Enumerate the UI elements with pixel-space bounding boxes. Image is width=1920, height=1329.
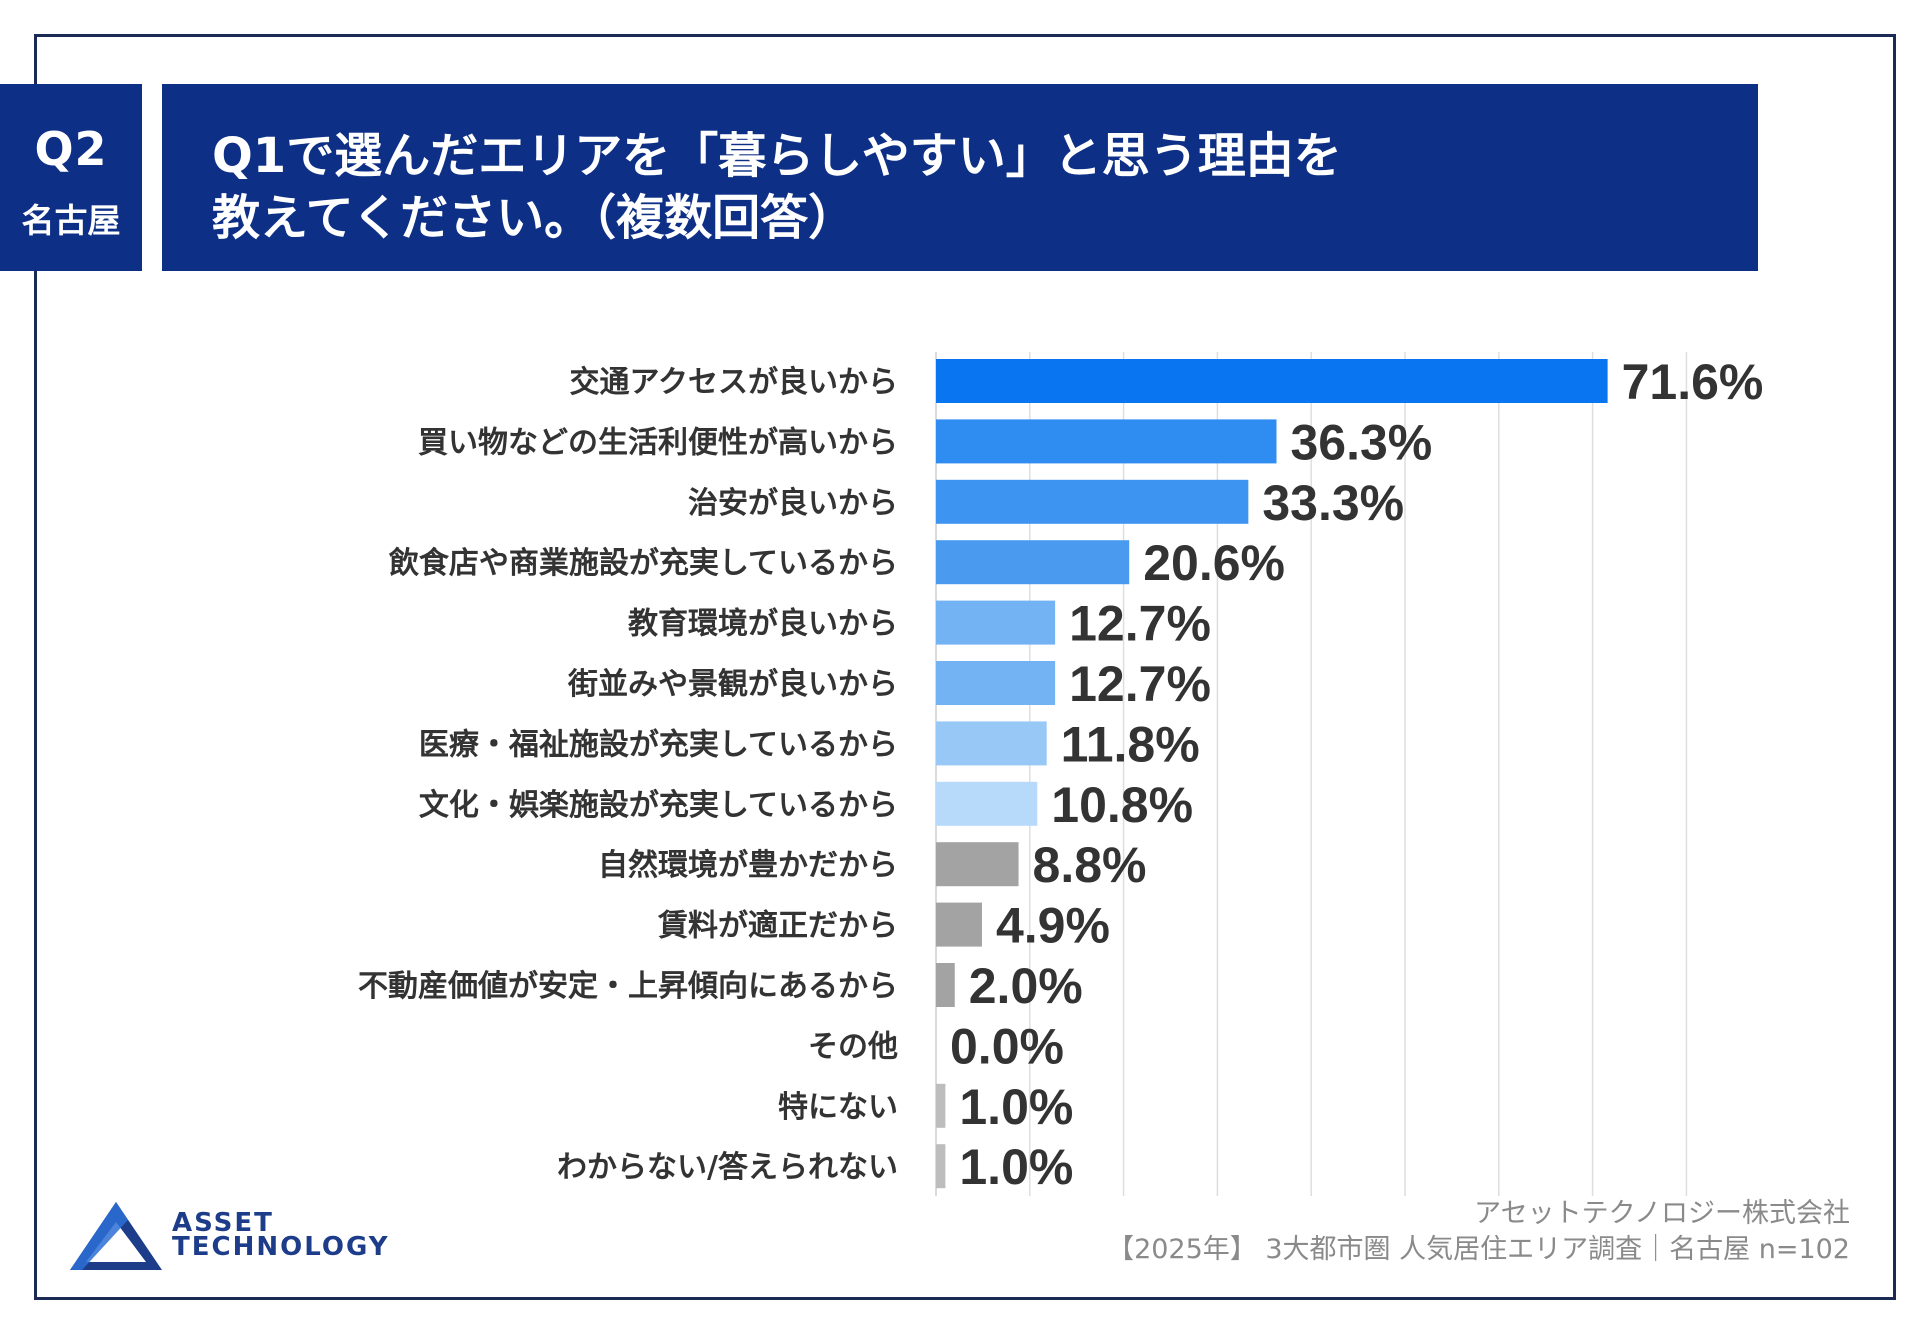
category-label: 買い物などの生活利便性が高いから [418,425,898,460]
value-label: 2.0% [969,958,1083,1014]
triangle-logo-icon [70,1202,162,1270]
bar [936,540,1130,585]
value-label: 12.7% [1069,656,1211,712]
value-label: 0.0% [950,1018,1064,1074]
question-badge: Q2 名古屋 [0,84,142,271]
bar [936,419,1277,464]
logo-text-line-2: TECHNOLOGY [172,1232,390,1262]
category-label: 文化・娯楽施設が充実しているから [419,788,898,823]
category-label: 街並みや景観が良いから [567,667,898,702]
bar [936,600,1056,645]
category-label: 特にない [778,1090,898,1125]
value-label: 71.6% [1622,354,1764,410]
value-label: 1.0% [959,1139,1073,1195]
bar [936,721,1047,766]
value-label: 1.0% [959,1079,1073,1135]
question-number: Q2 [34,122,108,176]
bar [936,661,1056,705]
category-label: 自然環境が豊かだから [598,848,898,883]
category-label: わからない/答えられない [557,1150,898,1185]
value-labels: 71.6%36.3%33.3%20.6%12.7%12.7%11.8%10.8%… [950,354,1763,1195]
value-label: 8.8% [1033,837,1147,893]
value-label: 10.8% [1051,777,1193,833]
question-area: 名古屋 [21,201,121,240]
category-label: 不動産価値が安定・上昇傾向にあるから [358,969,898,1004]
category-label: その他 [808,1029,898,1064]
bar [936,781,1038,826]
category-label: 医療・福祉施設が充実しているから [419,727,898,762]
title-bar: Q1で選んだエリアを「暮らしやすい」と思う理由を 教えてください。（複数回答） [162,84,1758,271]
title-line-2: 教えてください。（複数回答） [212,190,857,246]
category-label: 交通アクセスが良いから [570,365,899,400]
value-label: 11.8% [1061,716,1200,772]
title-line-1: Q1で選んだエリアを「暮らしやすい」と思う理由を [212,128,1342,184]
bar [936,902,982,947]
category-labels: 交通アクセスが良いから買い物などの生活利便性が高いから治安が良いから飲食店や商業… [358,365,898,1185]
bar [936,1144,946,1189]
bar [936,1083,946,1128]
credit-company: アセットテクノロジー株式会社 [1474,1198,1850,1229]
value-label: 36.3% [1290,414,1432,470]
source-credit: アセットテクノロジー株式会社 【2025年】 3大都市圏 人気居住エリア調査｜名… [1107,1196,1850,1268]
value-label: 20.6% [1143,535,1285,591]
bars [936,359,1608,1189]
value-label: 33.3% [1262,475,1404,531]
bar [936,963,955,1007]
value-label: 12.7% [1069,596,1211,652]
bar [936,842,1019,887]
category-label: 治安が良いから [688,486,898,521]
company-logo: ASSET TECHNOLOGY [68,1198,448,1274]
logo-text-line-1: ASSET [172,1208,274,1238]
value-label: 4.9% [996,898,1110,954]
category-label: 飲食店や商業施設が充実しているから [389,546,898,581]
chart-frame [34,34,1896,1300]
bar [936,479,1249,524]
category-label: 教育環境が良いから [628,607,898,642]
credit-source: 【2025年】 3大都市圏 人気居住エリア調査｜名古屋 n=102 [1107,1234,1850,1265]
bar [936,359,1608,403]
category-label: 賃料が適正だから [657,909,898,944]
